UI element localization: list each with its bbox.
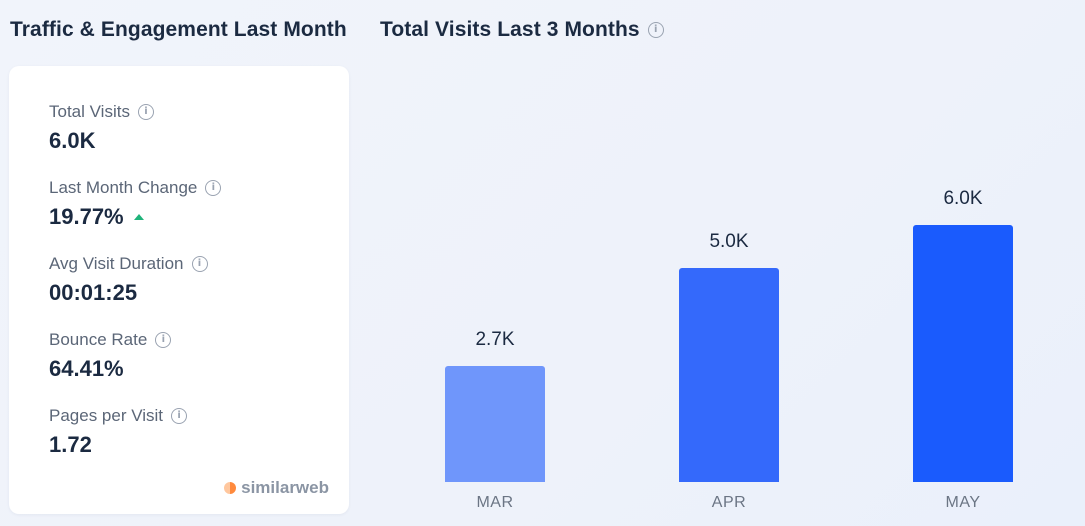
x-axis-label: MAY — [945, 494, 981, 511]
total-visits-title: Total Visits Last 3 Months i — [380, 18, 664, 42]
metric-label-row: Avg Visit Duration i — [49, 254, 208, 274]
bar-value-label: 6.0K — [943, 188, 983, 209]
metric-value: 19.77% — [49, 204, 124, 229]
metric-label: Bounce Rate — [49, 330, 148, 349]
metric-label: Pages per Visit — [49, 406, 164, 425]
info-icon[interactable]: i — [137, 104, 154, 120]
metric-value-row: 6.0K — [49, 128, 154, 154]
metric-label: Last Month Change — [49, 178, 198, 197]
total-visits-chart: 2.7K MAR 5.0K APR 6.0K MAY — [355, 66, 1085, 526]
metric-last-month-change: Last Month Change i 19.77% — [49, 178, 222, 230]
metric-value-row: 1.72 — [49, 432, 187, 458]
info-icon[interactable]: i — [191, 256, 208, 272]
bar-mar[interactable] — [445, 366, 545, 482]
info-icon[interactable]: i — [155, 332, 172, 348]
metric-label: Avg Visit Duration — [49, 254, 184, 273]
info-icon[interactable]: i — [171, 408, 188, 424]
metric-label-row: Pages per Visit i — [49, 406, 188, 426]
metric-value: 64.41% — [49, 356, 124, 381]
metric-label-row: Bounce Rate i — [49, 330, 172, 350]
metric-avg-visit-duration: Avg Visit Duration i 00:01:25 — [49, 254, 208, 306]
metric-value-row: 19.77% — [49, 204, 221, 230]
total-visits-title-text: Total Visits Last 3 Months — [380, 18, 640, 41]
metric-bounce-rate: Bounce Rate i 64.41% — [49, 330, 172, 382]
x-axis-label: MAR — [476, 494, 514, 511]
similarweb-logo-text: similarweb — [241, 478, 329, 497]
bar-value-label: 2.7K — [475, 329, 515, 351]
metric-value-row: 00:01:25 — [49, 280, 208, 306]
traffic-engagement-title-text: Traffic & Engagement Last Month — [10, 18, 347, 41]
similarweb-logo[interactable]: similarweb — [224, 478, 329, 498]
traffic-engagement-title: Traffic & Engagement Last Month — [10, 18, 347, 42]
metric-pages-per-visit: Pages per Visit i 1.72 — [49, 406, 188, 458]
metric-label-row: Last Month Change i — [49, 178, 222, 198]
similarweb-logo-icon — [224, 482, 237, 494]
bar-apr[interactable] — [679, 267, 779, 482]
info-icon[interactable]: i — [205, 180, 222, 196]
metric-value: 1.72 — [49, 432, 92, 457]
metric-value-row: 64.41% — [49, 356, 171, 382]
arrow-up-icon — [133, 214, 144, 220]
metric-value: 6.0K — [49, 128, 96, 153]
metric-label-row: Total Visits i — [49, 102, 154, 122]
bar-may[interactable] — [913, 225, 1013, 482]
engagement-card: Total Visits i 6.0K Last Month Change i … — [9, 66, 349, 514]
info-icon[interactable]: i — [647, 22, 664, 38]
metric-label: Total Visits — [49, 102, 130, 121]
bar-value-label: 5.0K — [709, 230, 749, 252]
x-axis-label: APR — [711, 494, 747, 511]
metric-value: 00:01:25 — [49, 280, 138, 305]
metric-total-visits: Total Visits i 6.0K — [49, 102, 154, 154]
